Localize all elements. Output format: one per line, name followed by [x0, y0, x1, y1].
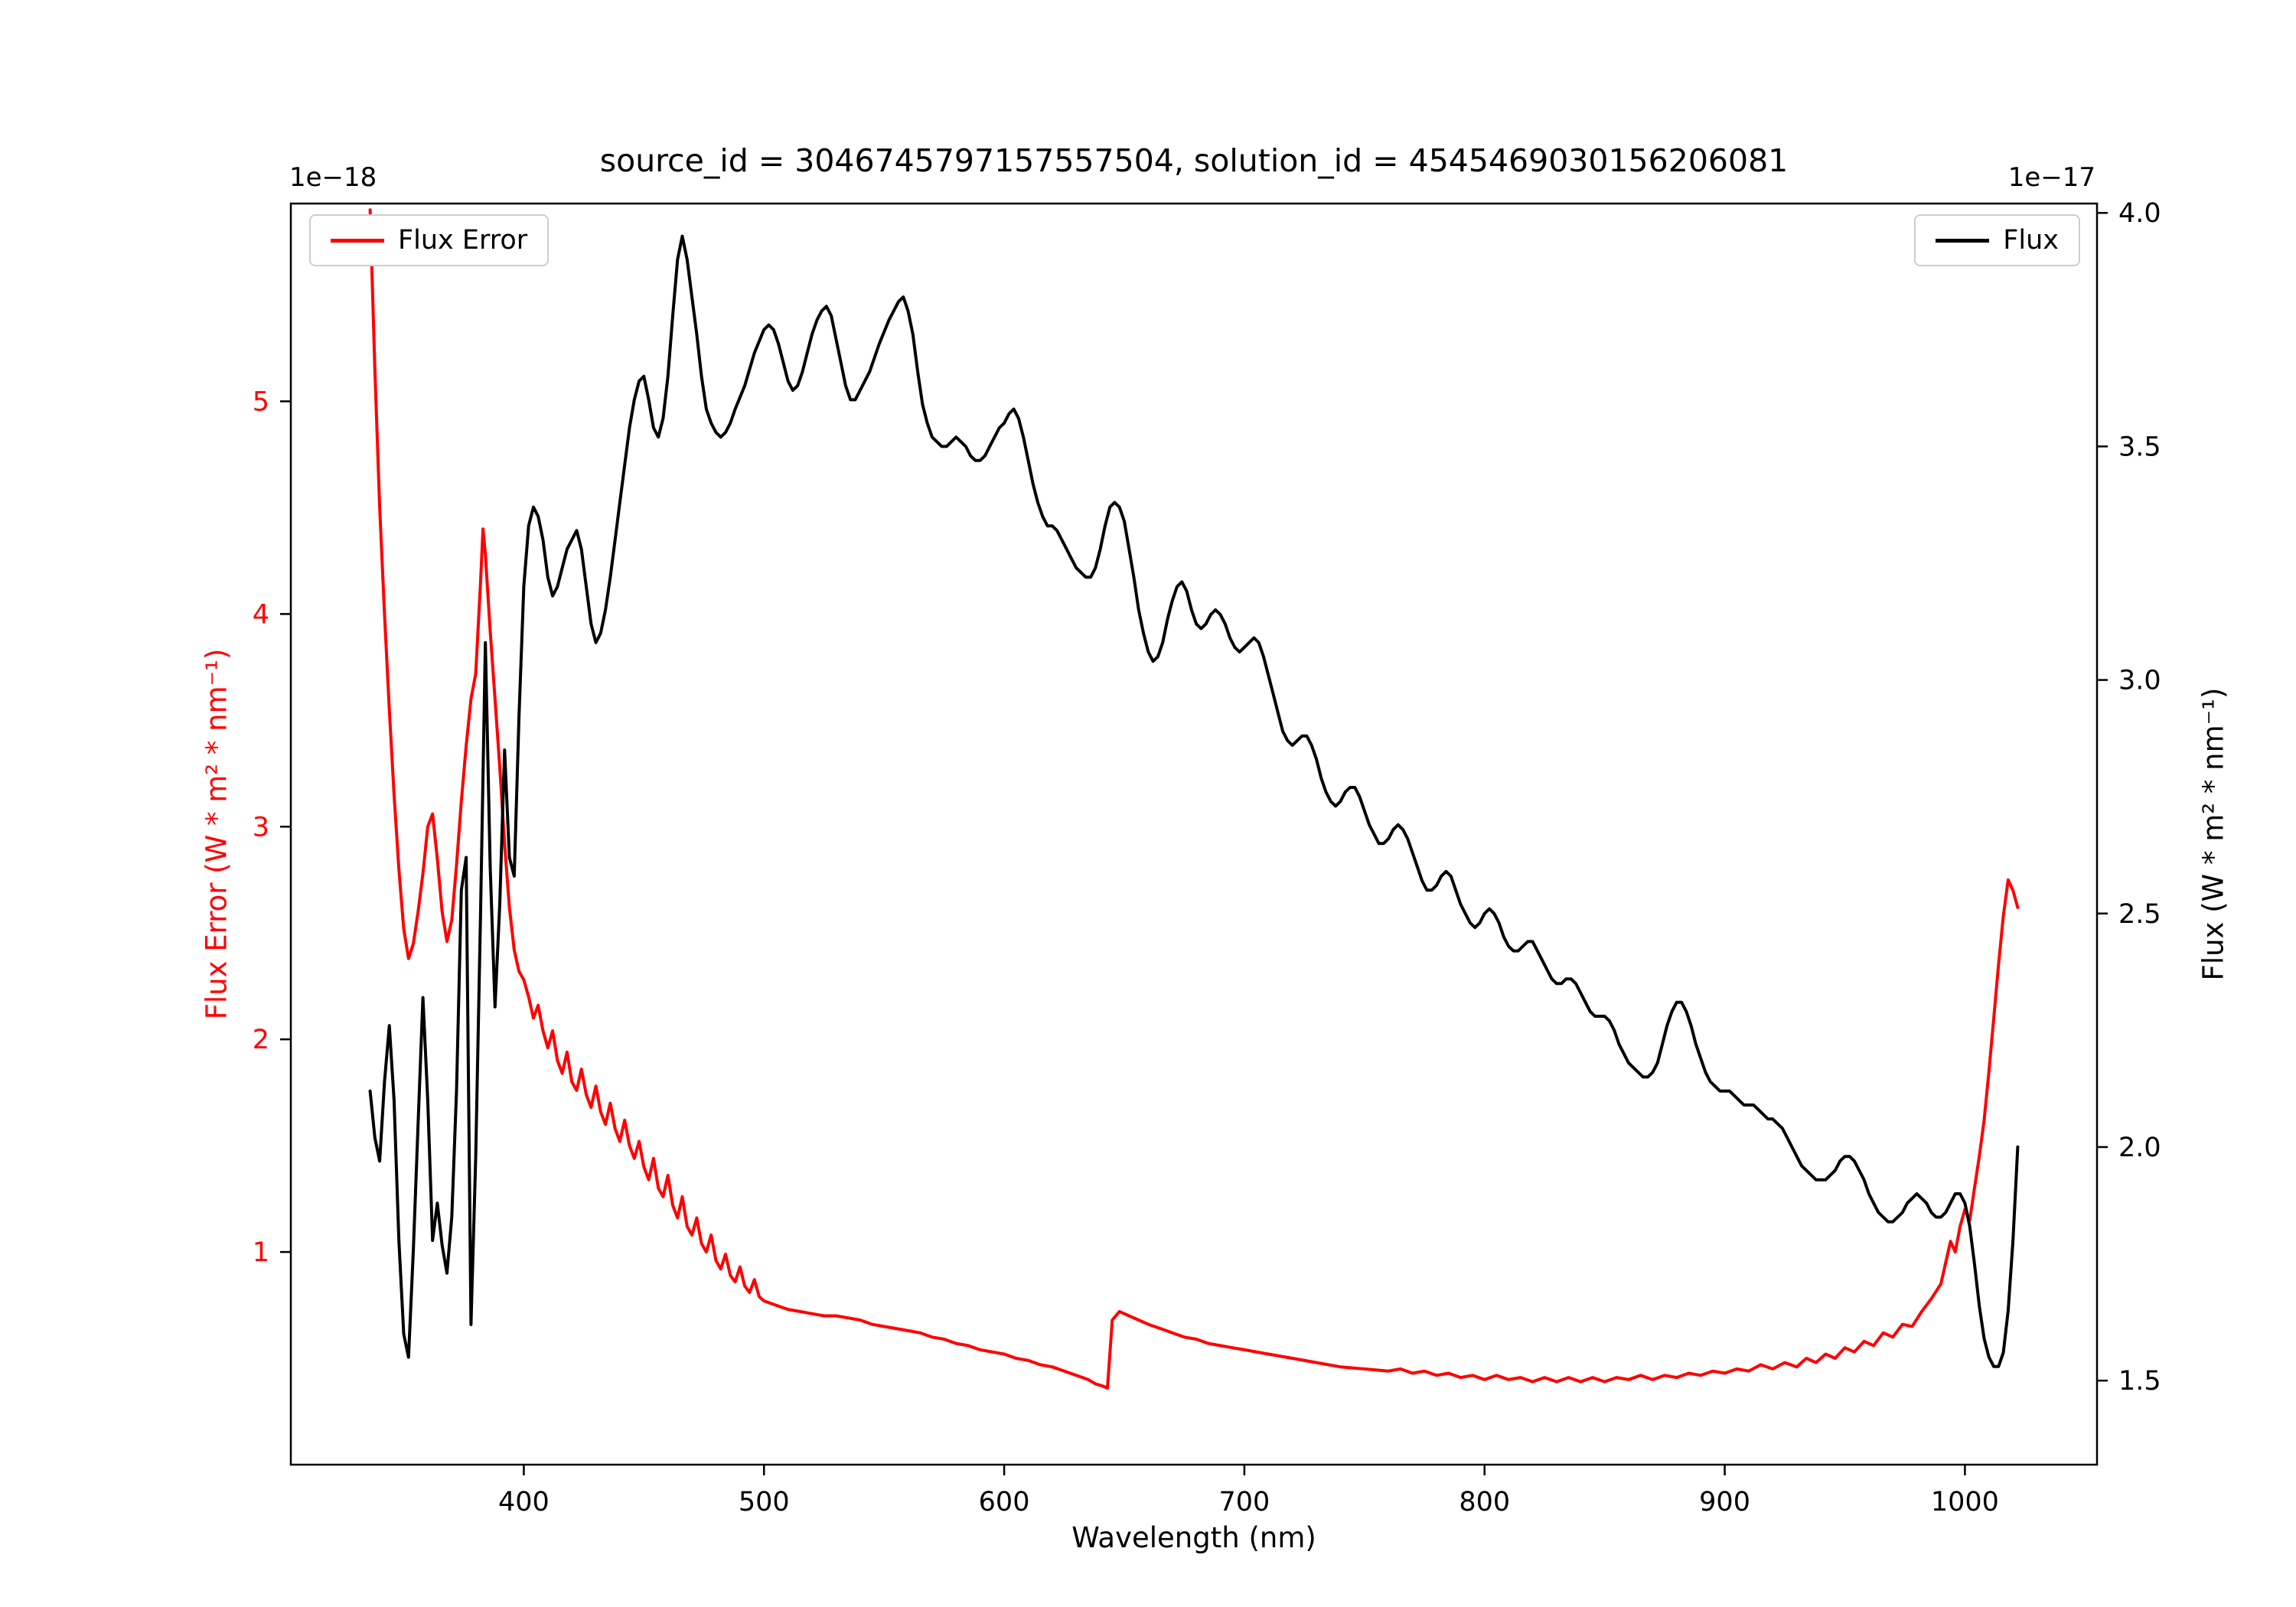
chart-title: source_id = 3046745797157557504, solutio…: [599, 142, 1789, 179]
flux-error-line-sample: [331, 238, 384, 243]
right-y-tick-label: 2.5: [2118, 899, 2161, 930]
legend-flux-error: Flux Error: [309, 214, 550, 266]
left-axis-offset-text: 1e−18: [289, 162, 377, 193]
series-line-flux-error: [368, 208, 2020, 1390]
x-tick-label: 500: [739, 1487, 790, 1517]
x-tick-label: 600: [979, 1487, 1030, 1517]
x-tick-label: 700: [1218, 1487, 1270, 1517]
left-y-tick-label: 3: [253, 812, 269, 843]
right-y-tick-label: 1.5: [2118, 1366, 2161, 1397]
right-y-axis-label: Flux (W * m² * nm⁻¹): [2197, 687, 2230, 981]
flux-line-sample: [1936, 238, 1990, 243]
right-y-tick-label: 3.0: [2118, 666, 2161, 696]
x-axis-label: Wavelength (nm): [1071, 1521, 1316, 1554]
right-y-tick-label: 3.5: [2118, 432, 2161, 462]
x-tick-label: 400: [498, 1487, 550, 1517]
x-tick-label: 1000: [1931, 1487, 1999, 1517]
series-line-flux: [368, 234, 2020, 1368]
legend-flux: Flux: [1914, 214, 2080, 266]
right-y-tick-label: 2.0: [2118, 1133, 2161, 1163]
left-y-tick-label: 2: [253, 1025, 269, 1055]
right-y-tick-label: 4.0: [2118, 198, 2161, 229]
left-y-tick-label: 4: [253, 599, 269, 630]
axes-frame: [289, 202, 2099, 1466]
left-y-tick-label: 1: [253, 1237, 269, 1268]
legend-flux-error-label: Flux Error: [398, 225, 528, 256]
x-tick-label: 900: [1699, 1487, 1750, 1517]
right-axis-offset-text: 1e−17: [2007, 162, 2095, 193]
left-y-tick-label: 5: [253, 386, 269, 417]
x-tick-label: 800: [1459, 1487, 1510, 1517]
left-y-axis-label: Flux Error (W * m² * nm⁻¹): [200, 648, 233, 1020]
legend-flux-label: Flux: [2003, 225, 2059, 256]
